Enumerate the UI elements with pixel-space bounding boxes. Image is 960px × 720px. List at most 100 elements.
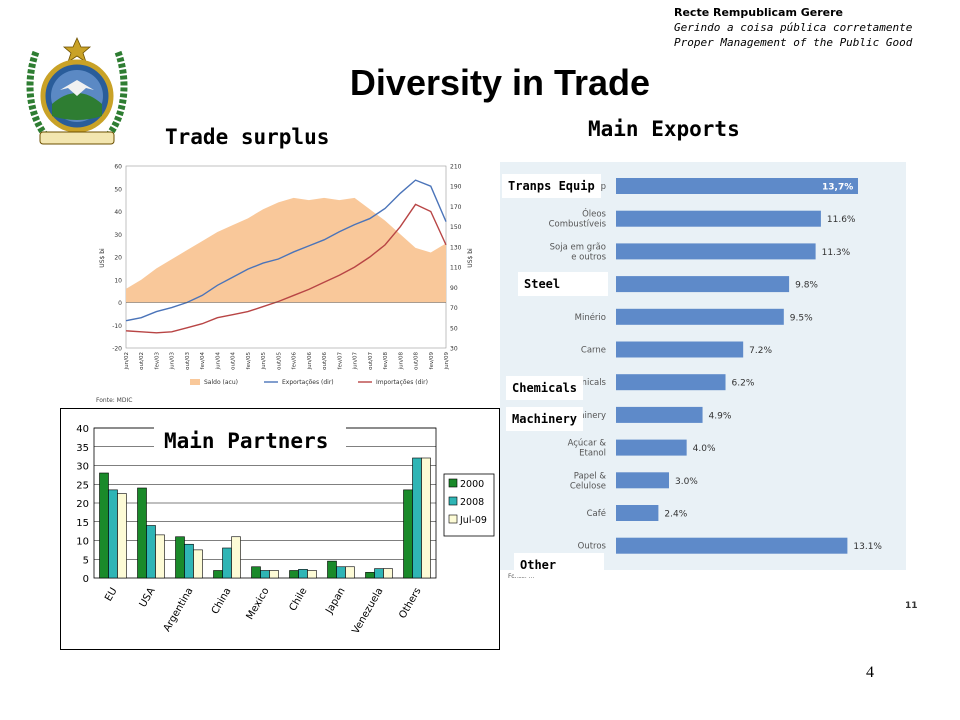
- export-value-label: 7.2%: [749, 346, 772, 356]
- state-seal-logo: [26, 37, 128, 145]
- export-category-label: Carne: [581, 346, 606, 356]
- slide-mark: 11: [905, 601, 918, 611]
- legend-label-importacoes: Importações (dir): [376, 379, 428, 386]
- export-category-label: Machinery: [562, 411, 606, 421]
- export-category-label: Minério: [575, 312, 606, 323]
- partner-bar-2008: [374, 568, 384, 579]
- x-tick-label: fev/04: [200, 352, 206, 370]
- export-category-label: Óleos: [582, 208, 606, 220]
- export-value-label: 4.0%: [693, 444, 716, 454]
- x-tick-label: fev/09: [429, 352, 435, 370]
- export-category-label: Café: [587, 508, 606, 519]
- y-tick-label: 20: [114, 255, 122, 262]
- export-bar: [616, 308, 784, 325]
- partner-bar-jul09: [307, 570, 317, 579]
- legend-swatch-saldo: [190, 379, 200, 385]
- x-tick-label: fev/06: [292, 352, 298, 370]
- export-value-label: 6.2%: [732, 379, 755, 389]
- partner-bar-2000: [175, 536, 185, 579]
- x-tick-label: out/06: [322, 351, 328, 369]
- export-category-label: Soja em grão: [550, 242, 606, 252]
- export-category-label: Papel &: [574, 471, 607, 481]
- y2-tick-label: 170: [450, 204, 462, 211]
- y-tick-label: 5: [83, 555, 89, 566]
- export-bar: [616, 374, 726, 391]
- legend-swatch: [448, 478, 458, 488]
- export-bar: [616, 178, 858, 194]
- y-tick-label: 0: [118, 300, 122, 307]
- export-bar: [616, 406, 703, 423]
- y-tick-label: 60: [114, 164, 122, 171]
- page-number: 4: [866, 664, 874, 681]
- export-category-label: Etanol: [579, 449, 606, 459]
- partner-bar-jul09: [383, 568, 393, 579]
- x-tick-label: jun/05: [261, 352, 267, 371]
- overlay-label-machinery: Machinery: [506, 407, 584, 431]
- series-exportacoes-line: [125, 179, 447, 322]
- export-bar: [616, 472, 669, 489]
- partner-bar-jul09: [193, 549, 203, 579]
- overlay-label-steel: Steel: [518, 272, 608, 296]
- x-tick-label: jun/03: [170, 352, 176, 371]
- x-tick-label: out/05: [276, 351, 282, 369]
- export-category-label: Combustíveis: [549, 220, 607, 230]
- export-bar: [616, 276, 790, 293]
- partner-bar-2000: [137, 487, 147, 579]
- export-bar: [616, 439, 687, 456]
- y2-tick-label: 50: [450, 325, 458, 332]
- y-tick-label: 30: [114, 232, 122, 239]
- x-tick-label: fev/05: [246, 352, 252, 370]
- partner-bar-2008: [108, 489, 118, 579]
- partner-bar-2008: [412, 457, 422, 579]
- export-category-label: Açúcar &: [568, 439, 607, 449]
- legend-label-saldo: Saldo (acu): [204, 379, 238, 386]
- partners-title: Main Partners: [164, 429, 328, 453]
- exports-panel: [500, 162, 906, 570]
- y2-tick-label: 150: [450, 224, 462, 231]
- x-tick-label: out/04: [231, 351, 237, 369]
- y2-tick-label: 130: [450, 244, 462, 251]
- export-value-label: 2.4%: [664, 510, 687, 520]
- legend-label-exportacoes: Exportações (dir): [282, 379, 334, 386]
- y-tick-label: 40: [76, 424, 89, 435]
- partner-bar-jul09: [155, 534, 165, 579]
- y2-tick-label: 70: [450, 305, 458, 312]
- x-tick-label: fev/08: [383, 352, 389, 370]
- partner-bar-2000: [403, 489, 413, 579]
- legend-label: 2000: [460, 479, 484, 490]
- motto-portuguese: Gerindo a coisa pública corretamente: [674, 21, 913, 34]
- y-tick-label: 50: [114, 186, 122, 193]
- export-category-label: Chemicals: [562, 378, 606, 388]
- export-value-label: 9.8%: [795, 281, 818, 291]
- y2-tick-label: 210: [450, 164, 462, 171]
- partner-bar-jul09: [345, 566, 355, 579]
- partner-bar-2000: [99, 472, 109, 579]
- y-tick-label: 40: [114, 209, 122, 216]
- trade-surplus-title: Trade surplus: [165, 125, 330, 149]
- partner-bar-2000: [251, 566, 261, 579]
- partner-bar-2000: [327, 560, 337, 579]
- export-value-label: 11.6%: [827, 215, 856, 225]
- legend-swatch: [448, 514, 458, 524]
- export-bar: [616, 537, 848, 554]
- partner-bar-2008: [146, 525, 156, 579]
- overlay-label-other: Other: [514, 553, 604, 577]
- y-tick-label: 10: [114, 277, 122, 284]
- y2-tick-label: 90: [450, 285, 458, 292]
- legend-label: 2008: [460, 497, 484, 508]
- x-tick-label: jun/07: [353, 352, 359, 371]
- export-value-label: 13.1%: [853, 542, 882, 552]
- partner-bar-2000: [213, 570, 223, 579]
- export-value-label: 3.0%: [675, 477, 698, 487]
- partner-bar-2008: [184, 543, 194, 579]
- y-tick-label: 20: [76, 499, 89, 510]
- partner-bar-2000: [365, 572, 375, 579]
- partner-bar-2000: [289, 570, 299, 579]
- x-tick-label: fev/03: [154, 352, 160, 370]
- x-tick-label: jun/09: [444, 352, 450, 371]
- page-title: Diversity in Trade: [349, 62, 651, 103]
- y2-tick-label: 190: [450, 184, 462, 191]
- overlay-label-chemicals: Chemicals: [506, 376, 584, 400]
